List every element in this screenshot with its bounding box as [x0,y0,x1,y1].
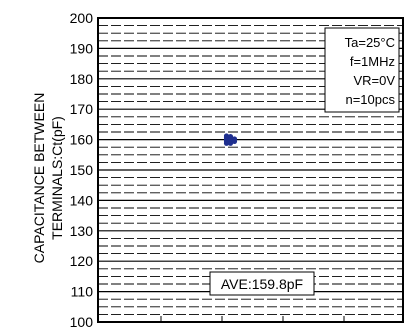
condition-frequency: f=1MHz [350,54,395,69]
y-tick-label: 150 [70,162,94,178]
data-point [227,140,234,146]
data-point [227,133,234,140]
condition-sample-count: n=10pcs [345,92,395,107]
y-axis-title-line2: TERMINALS:Ct(pF) [49,116,65,240]
average-box: AVE:159.8pF [209,271,315,296]
plot-frame [97,17,404,323]
condition-temperature: Ta=25°C [345,35,395,50]
y-tick-label: 160 [70,132,94,148]
average-label: AVE:159.8pF [221,276,303,292]
y-tick-label: 190 [70,40,94,56]
data-points [223,133,238,146]
average-box-frame [209,271,315,296]
data-point [231,138,238,145]
y-tick-label: 200 [70,10,94,26]
y-tick-label: 100 [70,314,94,330]
y-tick-label: 110 [71,284,94,300]
y-tick-label: 120 [70,253,94,269]
conditions-box-frame [324,27,400,113]
data-point [223,140,230,146]
y-ticks: 100 110 120 130 140 150 160 170 180 190 200 [70,10,94,330]
conditions-box: Ta=25°C f=1MHz VR=0V n=10pcs [324,27,400,113]
y-tick-label: 130 [70,223,94,239]
y-tick-label: 180 [70,71,94,87]
y-tick-label: 140 [70,192,94,208]
condition-reverse-voltage: VR=0V [353,73,395,88]
x-ticks [160,316,345,322]
y-axis-title-line1: CAPACITANCE BETWEEN [31,93,47,264]
y-tick-label: 170 [70,101,94,117]
